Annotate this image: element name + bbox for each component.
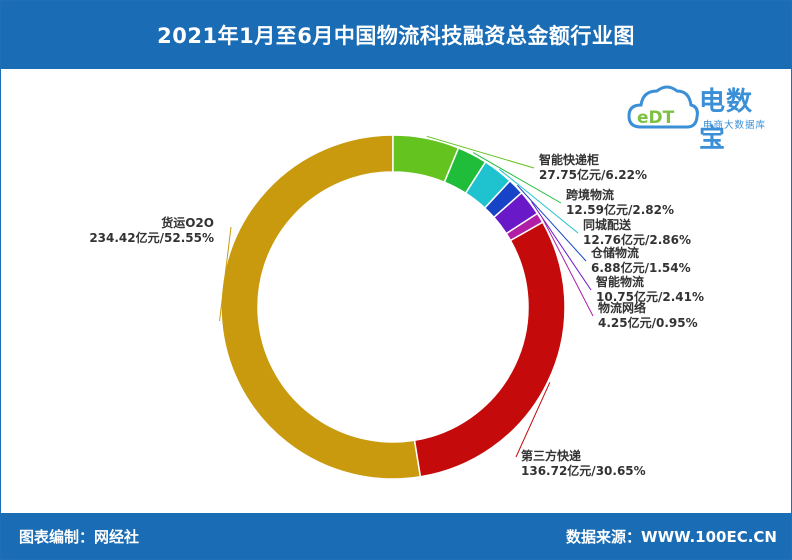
slice-value-label: 6.88亿元/1.54% [591, 260, 691, 275]
leader-line [472, 152, 562, 204]
slice-category-label: 仓储物流 [590, 245, 639, 260]
slice-value-label: 12.59亿元/2.82% [566, 202, 674, 217]
slice-category-label: 第三方快递 [521, 448, 581, 463]
slice-value-label: 4.25亿元/0.95% [598, 315, 698, 330]
footer-bar: 图表编制：网经社 数据来源：WWW.100EC.CN [1, 513, 791, 559]
leader-line [531, 201, 592, 291]
slice-value-label: 27.75亿元/6.22% [539, 167, 647, 182]
slice-value-label: 10.75亿元/2.41% [596, 289, 704, 304]
leader-line [219, 226, 232, 322]
slice-category-label: 货运O2O [161, 215, 214, 230]
leader-line [426, 135, 535, 169]
slice-value-label: 12.76亿元/2.86% [583, 232, 691, 247]
slice-category-label: 物流网络 [598, 300, 646, 315]
slice-category-label: 跨境物流 [566, 187, 614, 202]
footer-credit: 图表编制：网经社 [19, 527, 140, 546]
slice-value-label: 234.42亿元/52.55% [89, 230, 214, 245]
leader-line [541, 216, 594, 317]
cloud-logo-icon: eDT [627, 85, 699, 129]
brand-logo: eDT 电数宝 电商大数据库 [627, 77, 777, 154]
slice-value-label: 136.72亿元/30.65% [521, 463, 646, 478]
footer-source: 数据来源：WWW.100EC.CN [566, 527, 777, 546]
logo-subtitle: 电商大数据库 [703, 120, 767, 131]
slice-category-label: 同城配送 [583, 217, 632, 232]
leader-line [499, 168, 579, 234]
leader-line [515, 382, 551, 458]
slice-category-label: 智能物流 [595, 274, 644, 289]
slice-category-label: 智能快递柜 [538, 152, 599, 167]
donut-slice [220, 134, 422, 480]
logo-brand: 电数宝 [699, 87, 754, 154]
page-title: 2021年1月至6月中国物流科技融资总金额行业图 [1, 1, 791, 69]
leader-line [516, 184, 587, 262]
logo-mark: eDT [637, 108, 675, 128]
donut-slice [413, 221, 566, 478]
